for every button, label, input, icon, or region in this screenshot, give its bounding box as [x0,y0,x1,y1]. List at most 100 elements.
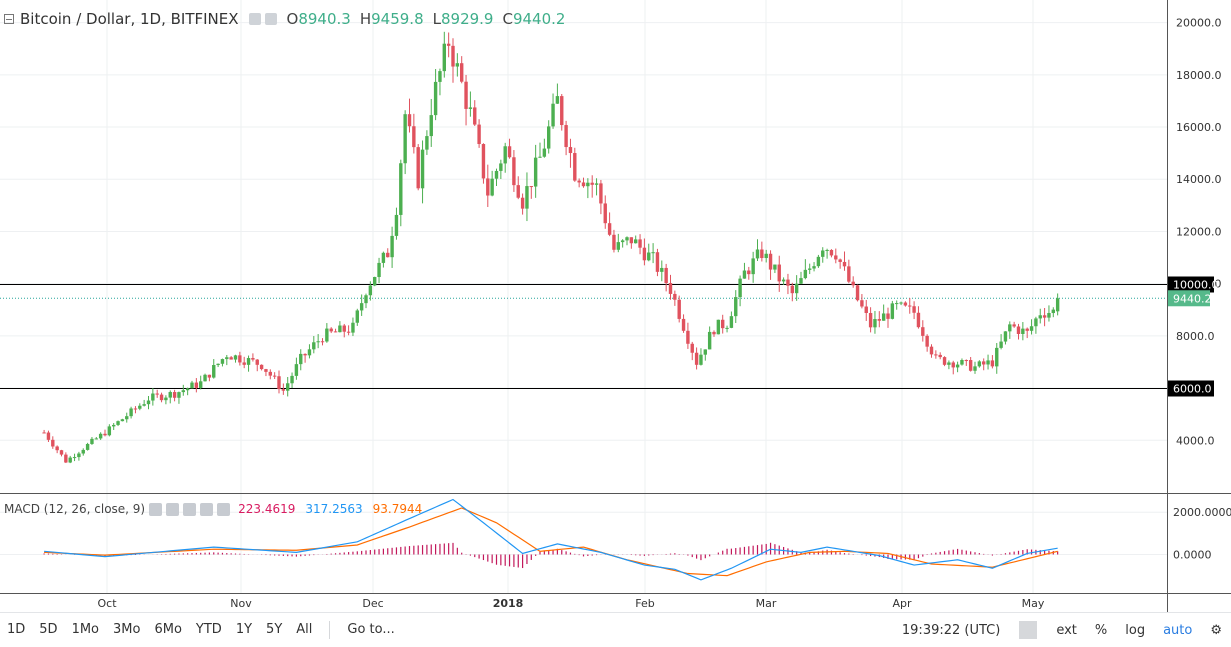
candle-body [625,237,629,241]
candle-body [90,438,94,444]
candle-body [707,331,712,350]
clock: 19:39:22 (UTC) [901,622,1001,638]
candle-body [1051,309,1055,314]
range-3mo[interactable]: 3Mo [113,622,141,637]
macd-more-icon[interactable] [200,502,214,516]
candle-body [947,362,951,365]
range-5y[interactable]: 5Y [266,622,283,637]
candle-body [581,182,586,187]
candle-body [825,249,829,251]
candle-body [420,149,425,189]
candle-body [868,312,873,328]
candle-body [838,259,842,262]
candle-body [481,144,486,179]
candle-body [1038,315,1042,319]
candle-body [207,374,212,378]
candle-body [116,421,120,425]
candle-body [238,355,242,363]
candle-body [251,358,255,360]
candle-body [677,299,681,319]
range-ytd[interactable]: YTD [195,622,222,637]
macd-settings-icon[interactable] [166,502,180,516]
signal-line [44,507,1058,577]
candle-body [242,362,246,365]
settings-icon[interactable] [264,13,277,25]
range-5d[interactable]: 5D [39,622,58,637]
macd-add-icon[interactable] [183,502,197,516]
candle-body [255,359,259,365]
symbol-title[interactable]: Bitcoin / Dollar, 1D, BITFINEX [20,10,239,28]
candle-body [368,285,373,296]
candle-body [551,103,555,127]
visibility-icon[interactable] [248,13,261,25]
candle-body [403,114,407,164]
macd-title[interactable]: MACD (12, 26, close, 9) [4,502,146,516]
signal-value: 317.2563 [305,502,363,516]
x-tick-label: Apr [892,597,912,610]
candle-body [346,331,351,333]
macd-visibility-icon[interactable] [149,502,163,516]
candle-body [233,355,238,360]
x-tick-label: Mar [756,597,777,610]
candle-body [190,382,194,389]
y-tick-label: 20000.0 [1176,17,1222,30]
candle-body [655,252,660,272]
x-tick-label: May [1022,597,1045,610]
candle-body [642,247,647,261]
candle-body [847,266,851,282]
candle-body [634,239,638,244]
ext-toggle[interactable]: ext [1056,622,1077,638]
log-toggle[interactable]: log [1125,622,1146,638]
candle-body [525,186,529,209]
candle-body [1047,313,1051,318]
x-tick-label: Oct [97,597,117,610]
candle-body [1055,298,1060,312]
candle-body [294,364,299,376]
candle-body [316,341,320,343]
macd-close-icon[interactable] [217,502,231,516]
range-1d[interactable]: 1D [7,622,26,637]
range-1y[interactable]: 1Y [235,622,253,637]
candle-body [829,249,834,256]
collapse-icon[interactable] [4,14,14,24]
chart-canvas[interactable]: 20000.0 18000.0 16000.0 14000.0 12000.0 10000… [0,0,1231,612]
candle-body [359,303,364,311]
percent-toggle[interactable]: % [1094,622,1108,638]
candle-body [438,71,442,82]
candle-body [921,327,925,336]
x-tick-label: Nov [230,597,252,610]
candle-body [995,347,999,367]
candle-body [55,446,59,451]
candle-body [85,443,90,450]
macd-legend: MACD (12, 26, close, 9) 223.4619 317.256… [4,502,422,516]
candle-body [312,342,316,350]
candle-body [468,107,473,109]
candle-body [821,250,825,257]
candle-body [990,360,995,367]
range-1mo[interactable]: 1Mo [71,622,100,637]
candle-body [120,419,125,422]
candle-body [899,302,903,304]
candle-body [703,349,707,355]
range-6mo[interactable]: 6Mo [154,622,182,637]
divider [1019,621,1038,639]
candle-body [212,365,216,378]
candle-body [477,124,481,145]
range-all[interactable]: All [296,622,313,637]
candle-body [968,360,973,371]
candle-body [499,163,503,171]
candle-body [568,147,573,154]
candle-body [512,157,516,186]
candle-body [681,318,686,331]
histogram-value: 93.7944 [372,502,423,516]
candle-body [373,277,377,286]
candle-body [599,183,603,204]
candle-body [616,242,620,250]
candle-body [277,376,281,390]
auto-toggle[interactable]: auto [1163,622,1193,638]
goto-button[interactable]: Go to... [347,622,395,637]
candle-body [881,313,886,321]
settings-gear-icon[interactable]: ⚙ [1210,622,1222,638]
candle-body [446,43,451,46]
x-tick-label: 2018 [493,597,524,610]
